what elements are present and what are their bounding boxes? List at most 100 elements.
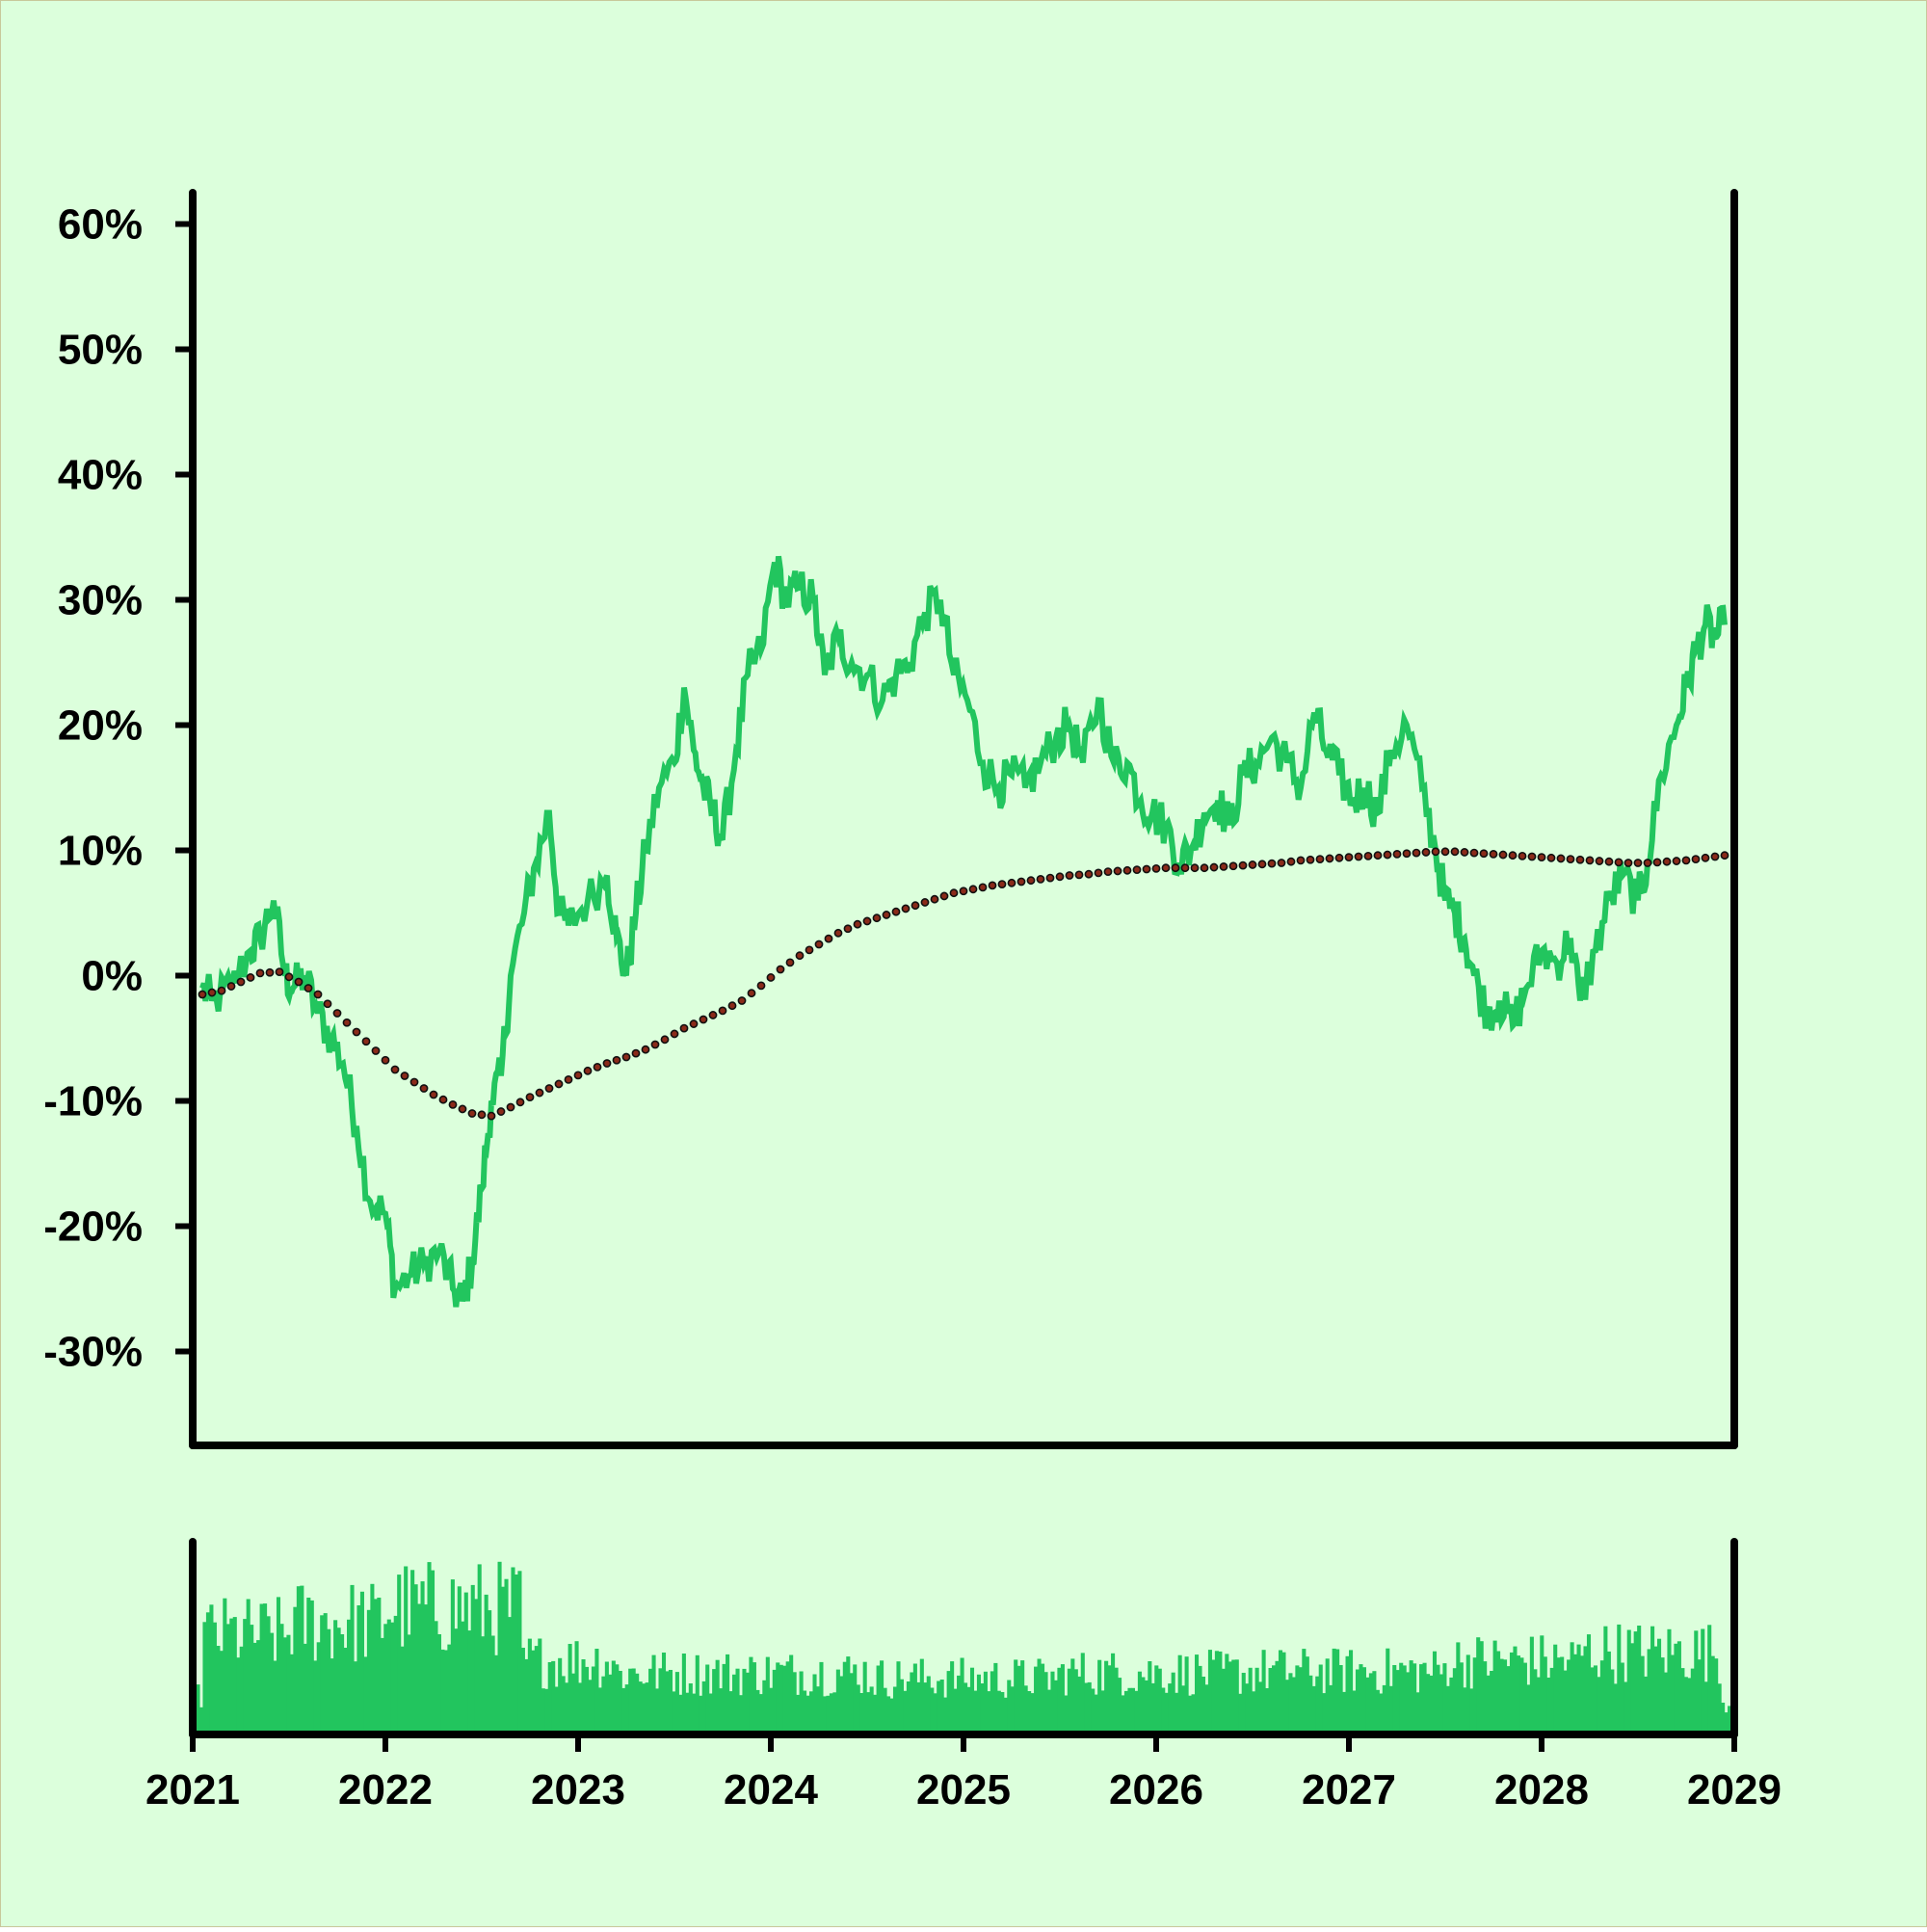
trend-point bbox=[949, 888, 959, 898]
volume-bar bbox=[1653, 1646, 1658, 1731]
volume-bar bbox=[1670, 1654, 1675, 1731]
volume-bar bbox=[1412, 1663, 1417, 1731]
volume-bar bbox=[1361, 1667, 1366, 1731]
volume-bar bbox=[832, 1692, 837, 1731]
trend-point bbox=[1161, 863, 1171, 873]
volume-bar bbox=[1305, 1656, 1309, 1731]
volume-bar bbox=[1452, 1668, 1457, 1731]
volume-bar bbox=[1291, 1677, 1296, 1731]
volume-bar bbox=[842, 1661, 847, 1731]
trend-point bbox=[1296, 856, 1306, 865]
volume-bar bbox=[1442, 1663, 1447, 1731]
volume-bar bbox=[1644, 1676, 1649, 1731]
volume-bar bbox=[1690, 1668, 1695, 1731]
volume-bar bbox=[1469, 1688, 1474, 1731]
volume-bar bbox=[527, 1638, 532, 1731]
volume-bar bbox=[1248, 1667, 1253, 1731]
trend-point bbox=[400, 1072, 409, 1080]
volume-bar bbox=[943, 1697, 948, 1731]
volume-bar bbox=[886, 1696, 891, 1731]
volume-bar bbox=[1201, 1677, 1206, 1731]
volume-bar bbox=[1349, 1650, 1354, 1731]
volume-bar bbox=[250, 1625, 254, 1731]
volume-bar bbox=[1660, 1657, 1665, 1731]
volume-bar bbox=[1703, 1681, 1708, 1731]
trend-point bbox=[978, 883, 988, 892]
volume-bar bbox=[327, 1628, 331, 1731]
trend-point bbox=[1132, 865, 1142, 875]
volume-bar bbox=[259, 1603, 264, 1731]
volume-bar bbox=[1207, 1650, 1212, 1731]
volume-bar bbox=[434, 1621, 438, 1731]
volume-bar bbox=[276, 1597, 281, 1731]
volume-bar bbox=[809, 1691, 814, 1731]
volume-bar bbox=[1161, 1687, 1166, 1731]
volume-bar bbox=[805, 1695, 810, 1731]
y-axis-ticks: 60% 50% 40% 30% 20% 10% 0% -10% -20% -30% bbox=[43, 201, 193, 1376]
volume-bar bbox=[705, 1664, 710, 1731]
trend-point bbox=[1219, 862, 1228, 871]
volume-bar bbox=[1261, 1650, 1266, 1731]
volume-bar bbox=[1590, 1667, 1595, 1731]
volume-bar bbox=[772, 1669, 777, 1731]
volume-bar bbox=[742, 1668, 747, 1731]
volume-bar bbox=[648, 1668, 653, 1731]
volume-bar bbox=[538, 1638, 542, 1731]
volume-bar bbox=[738, 1695, 744, 1731]
volume-bar bbox=[1415, 1692, 1420, 1731]
volume-bar bbox=[1175, 1692, 1179, 1731]
volume-bar bbox=[1714, 1658, 1719, 1731]
volume-bar bbox=[1637, 1626, 1642, 1731]
trend-point bbox=[1190, 863, 1200, 873]
volume-bar bbox=[1603, 1626, 1608, 1731]
volume-bar bbox=[410, 1570, 415, 1731]
volume-bar bbox=[1701, 1628, 1705, 1731]
y-tick-label: 60% bbox=[58, 201, 143, 249]
volume-bar bbox=[826, 1695, 831, 1731]
y-tick-label: 40% bbox=[58, 452, 143, 499]
volume-bar bbox=[1057, 1667, 1062, 1731]
trend-point bbox=[1036, 875, 1045, 884]
volume-bar bbox=[243, 1619, 248, 1731]
volume-bar bbox=[1516, 1655, 1520, 1731]
trend-point bbox=[1585, 856, 1595, 865]
volume-bar bbox=[1345, 1655, 1350, 1731]
volume-bar bbox=[1188, 1695, 1193, 1731]
volume-bar bbox=[1419, 1664, 1424, 1731]
y-tick-label: 20% bbox=[58, 702, 143, 750]
volume-bar bbox=[1050, 1671, 1055, 1731]
volume-bar bbox=[1141, 1677, 1146, 1731]
volume-bar bbox=[507, 1617, 513, 1731]
volume-bar bbox=[470, 1584, 475, 1731]
trend-point bbox=[1662, 857, 1672, 866]
volume-bar bbox=[1325, 1658, 1330, 1731]
volume-bar bbox=[678, 1694, 683, 1731]
volume-bar bbox=[330, 1658, 334, 1731]
trend-point bbox=[1623, 859, 1633, 867]
trend-point bbox=[467, 1109, 477, 1118]
trend-point bbox=[217, 986, 226, 995]
trend-point bbox=[641, 1045, 650, 1054]
volume-bar bbox=[1576, 1644, 1581, 1731]
trend-point bbox=[390, 1065, 400, 1074]
volume-bar bbox=[1171, 1672, 1175, 1731]
volume-bar bbox=[1322, 1693, 1327, 1731]
volume-bar bbox=[1490, 1671, 1494, 1731]
trend-point bbox=[332, 1009, 342, 1018]
volume-bar bbox=[1221, 1668, 1226, 1731]
trend-point bbox=[833, 928, 843, 938]
trend-point bbox=[1633, 859, 1643, 867]
volume-bar bbox=[912, 1663, 917, 1731]
trend-point bbox=[727, 1001, 737, 1011]
volume-bar bbox=[719, 1688, 724, 1731]
trend-point bbox=[1363, 851, 1373, 860]
volume-bar bbox=[1130, 1687, 1135, 1731]
volume-bar bbox=[541, 1688, 545, 1731]
volume-bar bbox=[1486, 1675, 1491, 1731]
volume-bar bbox=[745, 1672, 750, 1731]
volume-bar bbox=[1118, 1678, 1122, 1731]
volume-bar bbox=[597, 1687, 602, 1731]
volume-bar bbox=[859, 1693, 864, 1731]
volume-bar bbox=[363, 1656, 368, 1731]
volume-bar bbox=[1311, 1685, 1316, 1731]
